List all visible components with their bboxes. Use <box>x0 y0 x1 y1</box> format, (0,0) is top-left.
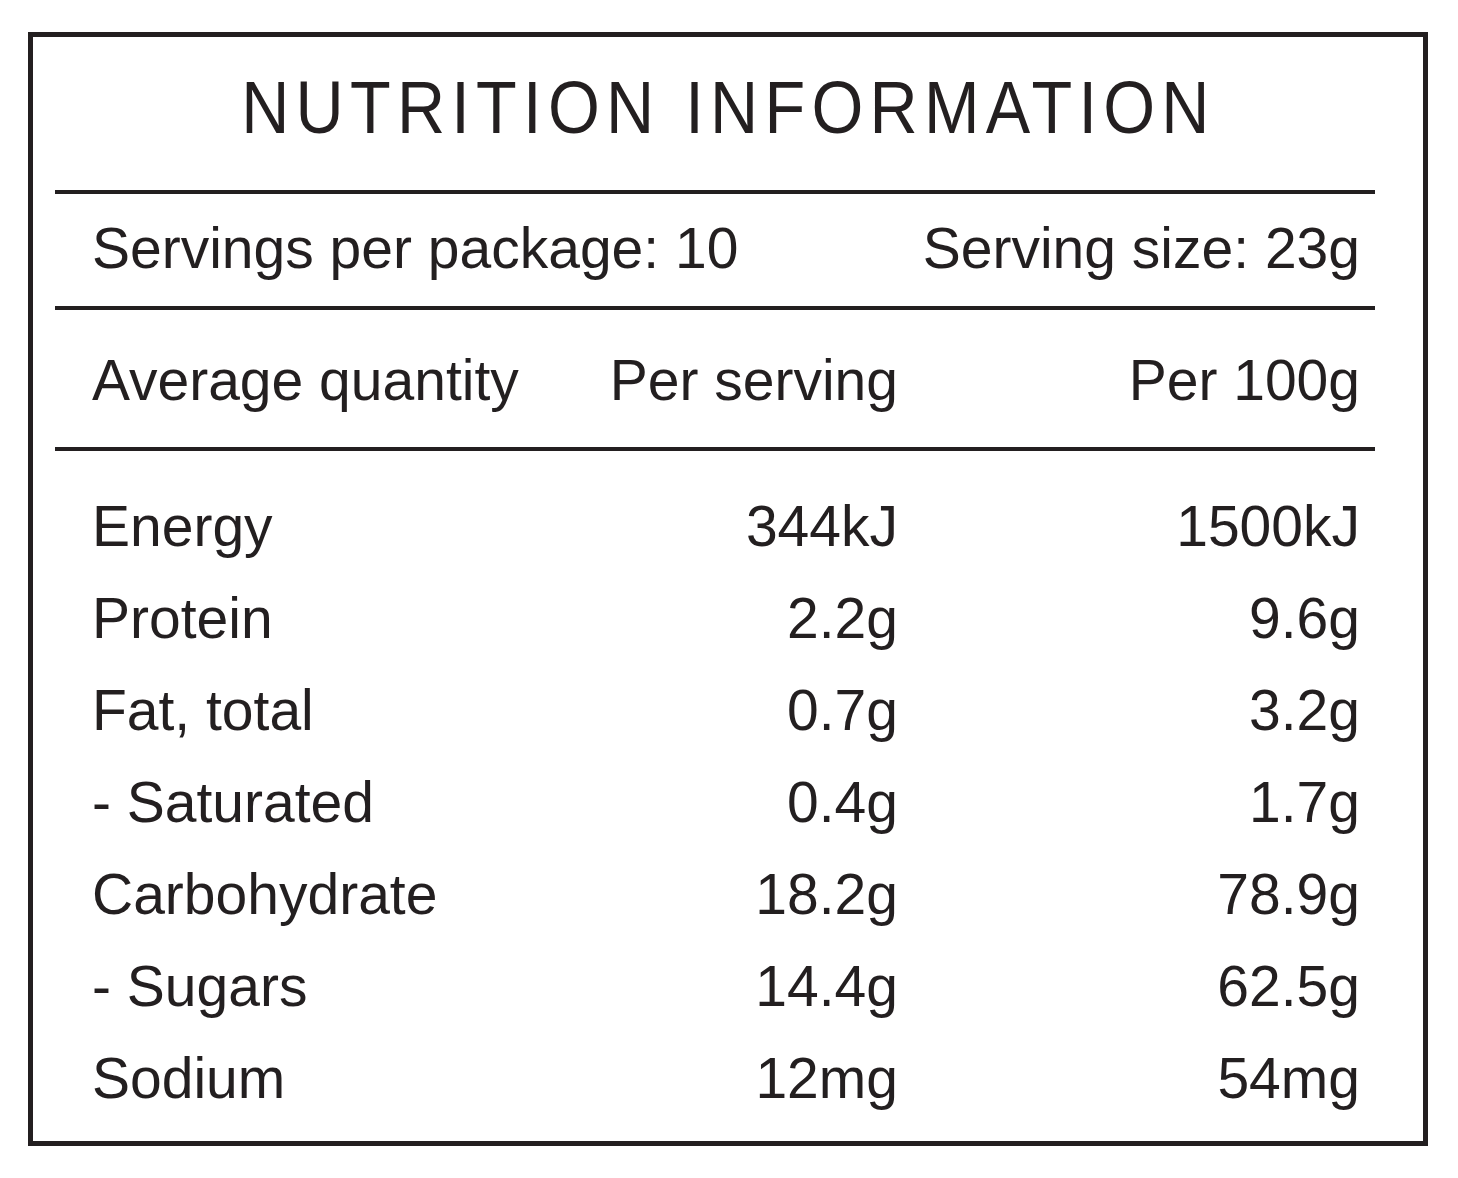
table-row: Protein2.2g9.6g <box>92 572 1360 664</box>
table-row: Carbohydrate18.2g78.9g <box>92 848 1360 940</box>
nutrient-name: Carbohydrate <box>92 861 592 927</box>
per-serving-value: 18.2g <box>592 861 898 927</box>
per-serving-value: 14.4g <box>592 953 898 1019</box>
nutrient-name: Sodium <box>92 1045 592 1111</box>
nutrient-name: Fat, total <box>92 677 592 743</box>
nutrient-rows: Energy344kJ1500kJProtein2.2g9.6gFat, tot… <box>33 37 1423 1141</box>
table-row: Sodium12mg54mg <box>92 1032 1360 1124</box>
nutrient-name: Energy <box>92 493 592 559</box>
per-serving-value: 0.7g <box>592 677 898 743</box>
nutrient-name: - Saturated <box>92 769 592 835</box>
nutrition-label-panel: NUTRITION INFORMATION Servings per packa… <box>28 32 1428 1146</box>
per-serving-value: 12mg <box>592 1045 898 1111</box>
table-row: Fat, total0.7g3.2g <box>92 664 1360 756</box>
per-100g-value: 3.2g <box>898 677 1360 743</box>
per-serving-value: 0.4g <box>592 769 898 835</box>
table-row: Energy344kJ1500kJ <box>92 480 1360 572</box>
per-serving-value: 2.2g <box>592 585 898 651</box>
nutrient-name: Protein <box>92 585 592 651</box>
table-row: - Sugars14.4g62.5g <box>92 940 1360 1032</box>
per-100g-value: 54mg <box>898 1045 1360 1111</box>
per-100g-value: 78.9g <box>898 861 1360 927</box>
per-100g-value: 62.5g <box>898 953 1360 1019</box>
table-row: - Saturated0.4g1.7g <box>92 756 1360 848</box>
per-100g-value: 1500kJ <box>898 493 1360 559</box>
per-100g-value: 9.6g <box>898 585 1360 651</box>
per-serving-value: 344kJ <box>592 493 898 559</box>
per-100g-value: 1.7g <box>898 769 1360 835</box>
nutrient-name: - Sugars <box>92 953 592 1019</box>
